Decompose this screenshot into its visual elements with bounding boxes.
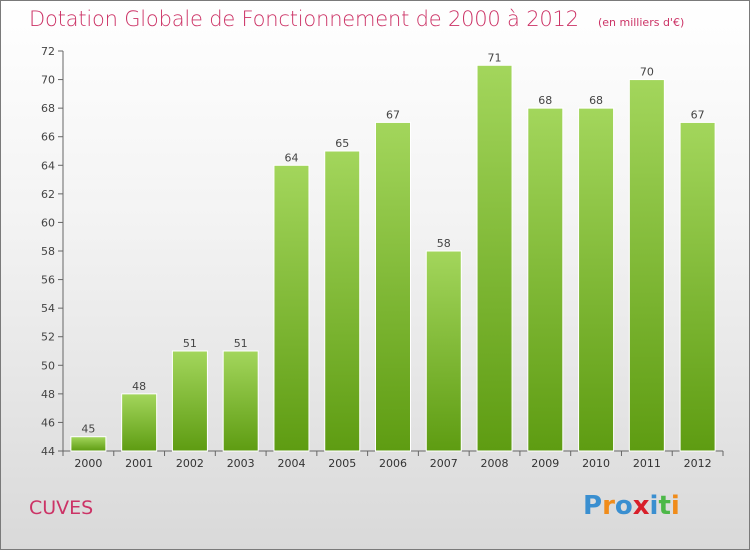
bar (375, 121, 411, 452)
bar (628, 79, 665, 452)
bar-value-label: 68 (589, 94, 603, 107)
y-tick-label: 54 (41, 302, 55, 315)
bar-value-label: 71 (488, 51, 502, 64)
bar (476, 64, 513, 452)
y-tick-label: 72 (41, 45, 55, 58)
logo-letter: P (583, 491, 603, 521)
commune-name: CUVES (29, 497, 94, 519)
x-tick-label: 2010 (582, 457, 610, 470)
x-tick-label: 2005 (328, 457, 356, 470)
title-row: Dotation Globale de Fonctionnement de 20… (29, 7, 684, 31)
bar-value-label: 51 (234, 337, 248, 350)
bar (171, 350, 208, 452)
y-tick-label: 62 (41, 188, 55, 201)
bar-value-label: 64 (284, 151, 298, 164)
bar-value-label: 70 (640, 66, 654, 79)
y-tick-label: 58 (41, 245, 55, 258)
x-tick-label: 2000 (74, 457, 102, 470)
bar (527, 107, 564, 452)
bar (222, 350, 259, 452)
y-tick-label: 44 (41, 445, 55, 458)
bar-value-label: 45 (81, 423, 95, 436)
bar-value-label: 48 (132, 380, 146, 393)
x-tick-label: 2003 (227, 457, 255, 470)
bar-value-label: 67 (691, 108, 705, 121)
logo-letter: i (670, 491, 680, 521)
bar (121, 393, 158, 452)
bar-value-label: 51 (183, 337, 197, 350)
bar (679, 121, 716, 452)
bar-value-label: 67 (386, 108, 400, 121)
bar (425, 250, 462, 452)
x-tick-label: 2012 (684, 457, 712, 470)
y-tick-label: 66 (41, 131, 55, 144)
bar-value-label: 68 (538, 94, 552, 107)
chart-subtitle: (en milliers d'€) (597, 16, 685, 29)
x-tick-label: 2006 (379, 457, 407, 470)
y-tick-label: 70 (41, 74, 55, 87)
y-tick-label: 60 (41, 216, 55, 229)
bar-layer: 45 48 51 51 64 65 67 58 71 68 68 70 67 (70, 51, 716, 452)
y-tick-label: 52 (41, 331, 55, 344)
chart-title: Dotation Globale de Fonctionnement de 20… (29, 7, 579, 31)
proxiti-logo: Proxiti (583, 491, 680, 521)
x-tick-label: 2004 (277, 457, 305, 470)
logo-letter: x (632, 491, 650, 521)
logo-letter: o (614, 491, 633, 521)
x-tick-label: 2009 (531, 457, 559, 470)
bar (273, 164, 310, 452)
x-tick-label: 2008 (481, 457, 509, 470)
x-tick-label: 2001 (125, 457, 153, 470)
y-tick-label: 64 (41, 159, 55, 172)
bar (578, 107, 615, 452)
bar (324, 150, 361, 452)
bar-value-label: 58 (437, 237, 451, 250)
y-tick-label: 48 (41, 388, 55, 401)
bar-value-label: 65 (335, 137, 349, 150)
bar (70, 436, 107, 452)
y-tick-label: 50 (41, 359, 55, 372)
x-tick-label: 2007 (430, 457, 458, 470)
x-tick-label: 2002 (176, 457, 204, 470)
x-tick-label: 2011 (633, 457, 661, 470)
logo-letter: r (602, 491, 615, 521)
y-tick-label: 68 (41, 102, 55, 115)
y-tick-label: 46 (41, 416, 55, 429)
logo-letter: t (658, 491, 671, 521)
axis-layer: 44 46 48 50 52 54 56 58 60 62 64 66 68 70 72 2000 2001 20… (41, 45, 724, 470)
y-tick-label: 56 (41, 274, 55, 287)
logo-letter: i (649, 491, 659, 521)
